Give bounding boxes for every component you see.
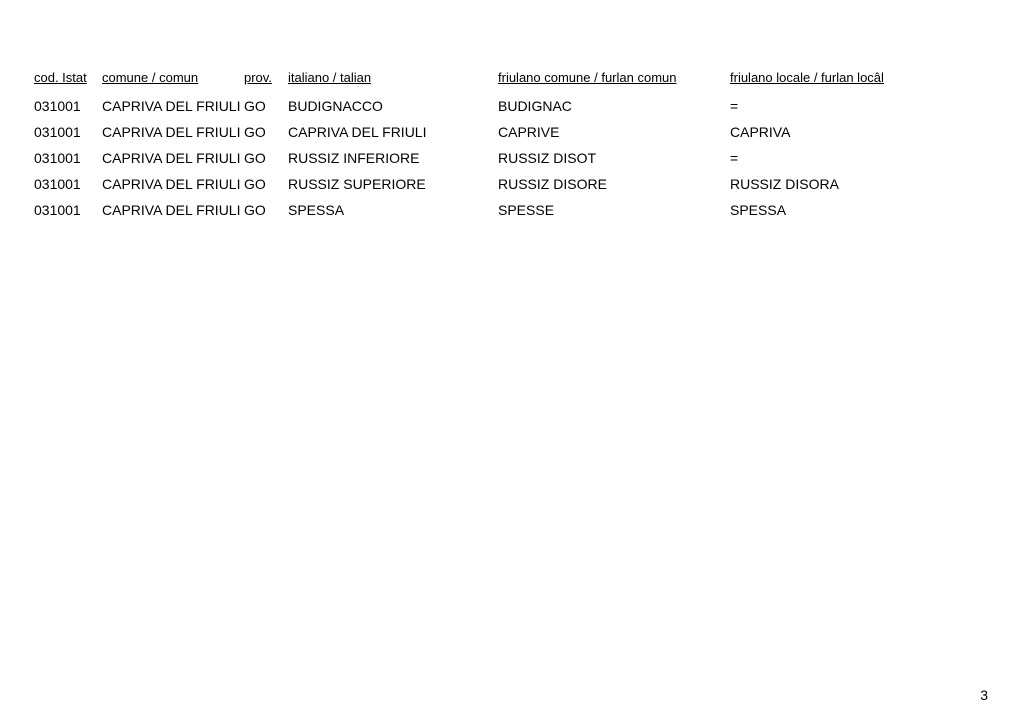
table-cell: CAPRIVA DEL FRIULI xyxy=(102,93,244,119)
table-row: 031001CAPRIVA DEL FRIULIGOCAPRIVA DEL FR… xyxy=(34,119,986,145)
table-cell: RUSSIZ INFERIORE xyxy=(288,145,498,171)
table-row: 031001CAPRIVA DEL FRIULIGOBUDIGNACCOBUDI… xyxy=(34,93,986,119)
table-cell: CAPRIVA DEL FRIULI xyxy=(102,197,244,223)
table-cell: RUSSIZ DISORE xyxy=(498,171,730,197)
table-cell: 031001 xyxy=(34,171,102,197)
table-cell: 031001 xyxy=(34,197,102,223)
document-page: cod. Istatcomune / comunprov.italiano / … xyxy=(0,0,1020,223)
table-header-cell: friulano locale / furlan locâl xyxy=(730,70,986,93)
table-cell: RUSSIZ SUPERIORE xyxy=(288,171,498,197)
table-cell: CAPRIVA DEL FRIULI xyxy=(288,119,498,145)
table-header-cell: comune / comun xyxy=(102,70,244,93)
table-cell: CAPRIVA DEL FRIULI xyxy=(102,145,244,171)
table-cell: GO xyxy=(244,197,288,223)
table-cell: GO xyxy=(244,171,288,197)
table-header-cell: cod. Istat xyxy=(34,70,102,93)
table-header: cod. Istatcomune / comunprov.italiano / … xyxy=(34,70,986,93)
table-cell: SPESSE xyxy=(498,197,730,223)
table-header-row: cod. Istatcomune / comunprov.italiano / … xyxy=(34,70,986,93)
table-header-cell: italiano / talian xyxy=(288,70,498,93)
table-header-cell: prov. xyxy=(244,70,288,93)
table-cell: GO xyxy=(244,119,288,145)
table-cell: = xyxy=(730,93,986,119)
table-cell: GO xyxy=(244,93,288,119)
table-cell: CAPRIVA DEL FRIULI xyxy=(102,171,244,197)
table-cell: 031001 xyxy=(34,93,102,119)
table-cell: CAPRIVE xyxy=(498,119,730,145)
table-header-cell: friulano comune / furlan comun xyxy=(498,70,730,93)
table-cell: = xyxy=(730,145,986,171)
table-cell: RUSSIZ DISORA xyxy=(730,171,986,197)
table-cell: 031001 xyxy=(34,119,102,145)
table-cell: BUDIGNACCO xyxy=(288,93,498,119)
table-cell: 031001 xyxy=(34,145,102,171)
table-cell: SPESSA xyxy=(288,197,498,223)
table-cell: BUDIGNAC xyxy=(498,93,730,119)
table-row: 031001CAPRIVA DEL FRIULIGOSPESSASPESSESP… xyxy=(34,197,986,223)
table-cell: RUSSIZ DISOT xyxy=(498,145,730,171)
table-cell: CAPRIVA xyxy=(730,119,986,145)
table-cell: CAPRIVA DEL FRIULI xyxy=(102,119,244,145)
table-body: 031001CAPRIVA DEL FRIULIGOBUDIGNACCOBUDI… xyxy=(34,93,986,223)
table-cell: SPESSA xyxy=(730,197,986,223)
page-number: 3 xyxy=(980,687,988,703)
locality-table: cod. Istatcomune / comunprov.italiano / … xyxy=(34,70,986,223)
table-cell: GO xyxy=(244,145,288,171)
table-row: 031001CAPRIVA DEL FRIULIGORUSSIZ INFERIO… xyxy=(34,145,986,171)
table-row: 031001CAPRIVA DEL FRIULIGORUSSIZ SUPERIO… xyxy=(34,171,986,197)
